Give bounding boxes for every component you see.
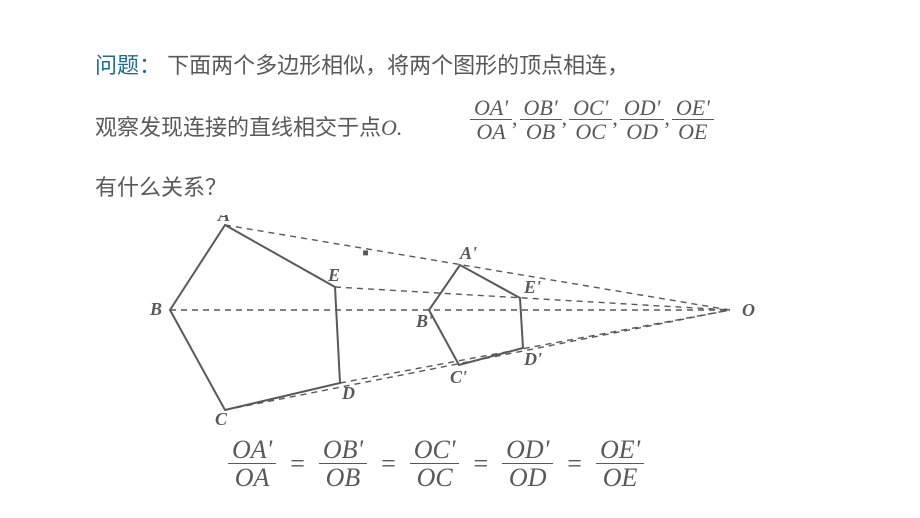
point-O-ref: O. [381, 115, 402, 140]
svg-text:O: O [742, 300, 755, 320]
line3-text: 有什么关系？ [95, 175, 227, 200]
line1-text: 下面两个多边形相似，将两个图形的顶点相连， [167, 53, 629, 78]
question-label: 问题： [95, 53, 161, 78]
svg-text:B': B' [415, 311, 433, 331]
svg-text:D': D' [523, 349, 542, 369]
svg-text:A: A [217, 215, 230, 225]
svg-text:A': A' [459, 243, 477, 263]
svg-text:D: D [341, 383, 355, 403]
svg-text:E: E [327, 265, 340, 285]
svg-text:B: B [149, 299, 162, 319]
ratio-list-top: OA'OA,OB'OB,OC'OC,OD'OD,OE'OE [470, 96, 714, 143]
similarity-diagram: A B C D E A' B' C' D' E' O [120, 215, 760, 425]
svg-text:C': C' [450, 367, 467, 387]
ratio-equation: OA'OA=OB'OB=OC'OC=OD'OD=OE'OE [228, 436, 644, 492]
svg-text:E': E' [523, 277, 541, 297]
svg-text:C: C [215, 409, 228, 425]
line2-text: 观察发现连接的直线相交于点 [95, 115, 381, 140]
